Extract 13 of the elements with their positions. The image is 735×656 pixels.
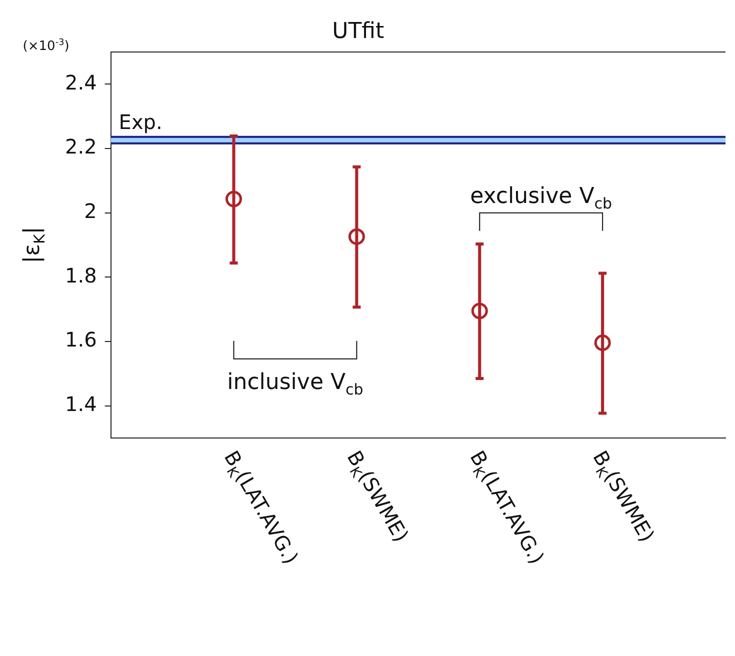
- point: [225, 190, 242, 208]
- band-label: Exp.: [118, 110, 162, 134]
- y-tick-label: 2.2: [64, 134, 97, 159]
- y-axis-title: |εK|: [20, 226, 48, 264]
- y-tick-label: 2.4: [64, 70, 97, 94]
- point: [594, 334, 611, 352]
- y-tick-label: 1.6: [64, 328, 97, 352]
- chart-title: UTfit: [332, 19, 385, 44]
- point: [471, 302, 488, 320]
- point: [348, 228, 365, 245]
- y-tick-label: 1.8: [64, 263, 97, 288]
- y-tick-label: 1.4: [64, 392, 97, 416]
- y-tick-label: 2: [84, 199, 97, 224]
